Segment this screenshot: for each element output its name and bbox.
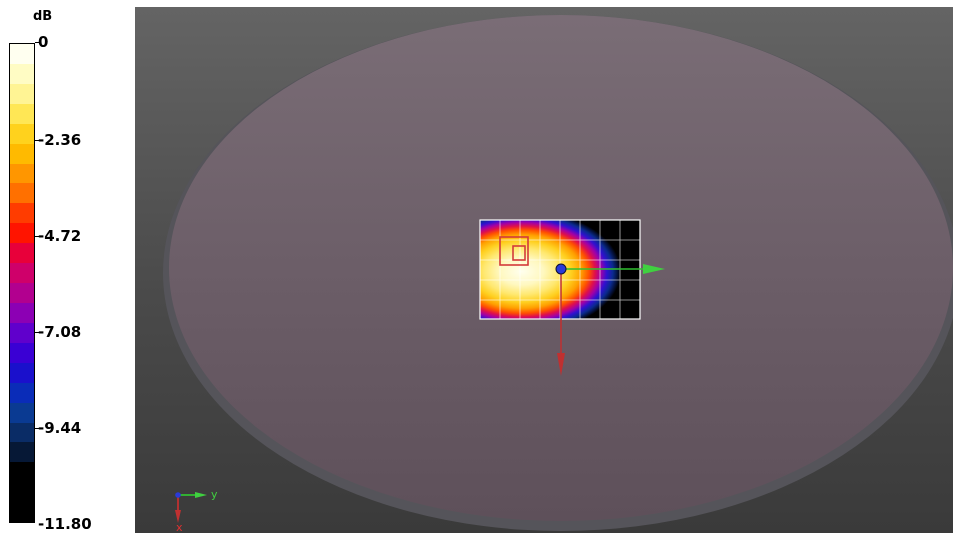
colorbar-band	[10, 183, 34, 203]
3d-viewport[interactable]: y x	[135, 7, 953, 533]
colorbar	[9, 43, 35, 523]
colorbar-band	[10, 363, 34, 383]
colorbar-band	[10, 423, 34, 443]
triad-y-label: y	[211, 488, 218, 501]
colorbar-band	[10, 243, 34, 263]
colorbar-band	[10, 164, 34, 184]
colorbar-band	[10, 44, 34, 64]
colorbar-band	[10, 482, 34, 502]
orientation-triad: y x	[175, 488, 218, 533]
colorbar-band	[10, 502, 34, 522]
colorbar-band	[10, 203, 34, 223]
colorbar-band	[10, 144, 34, 164]
color-scale-legend: dB 0 -2.36 -4.72 -7.08 -9.44 -11.80	[0, 0, 130, 535]
colorbar-band	[10, 124, 34, 144]
colorbar-band	[10, 263, 34, 283]
colorbar-band	[10, 84, 34, 104]
colorbar-band	[10, 64, 34, 84]
scene-canvas[interactable]: y x	[135, 7, 953, 533]
colorbar-band	[10, 223, 34, 243]
origin-point-icon[interactable]	[556, 264, 566, 274]
colorbar-band	[10, 303, 34, 323]
colorbar-band	[10, 383, 34, 403]
legend-unit-label: dB	[33, 9, 52, 24]
colorbar-band	[10, 104, 34, 124]
legend-tick-label-4: -9.44	[38, 421, 81, 436]
colorbar-band	[10, 462, 34, 482]
legend-tick-label-3: -7.08	[38, 325, 81, 340]
colorbar-band	[10, 323, 34, 343]
legend-tick-label-2: -4.72	[38, 229, 81, 244]
colorbar-band	[10, 442, 34, 462]
colorbar-band	[10, 403, 34, 423]
legend-tick-label-0: 0	[38, 35, 48, 50]
triad-x-label: x	[176, 521, 183, 533]
colorbar-band	[10, 343, 34, 363]
colorbar-band	[10, 283, 34, 303]
legend-tick-label-1: -2.36	[38, 133, 81, 148]
legend-tick-label-5: -11.80	[38, 517, 92, 532]
